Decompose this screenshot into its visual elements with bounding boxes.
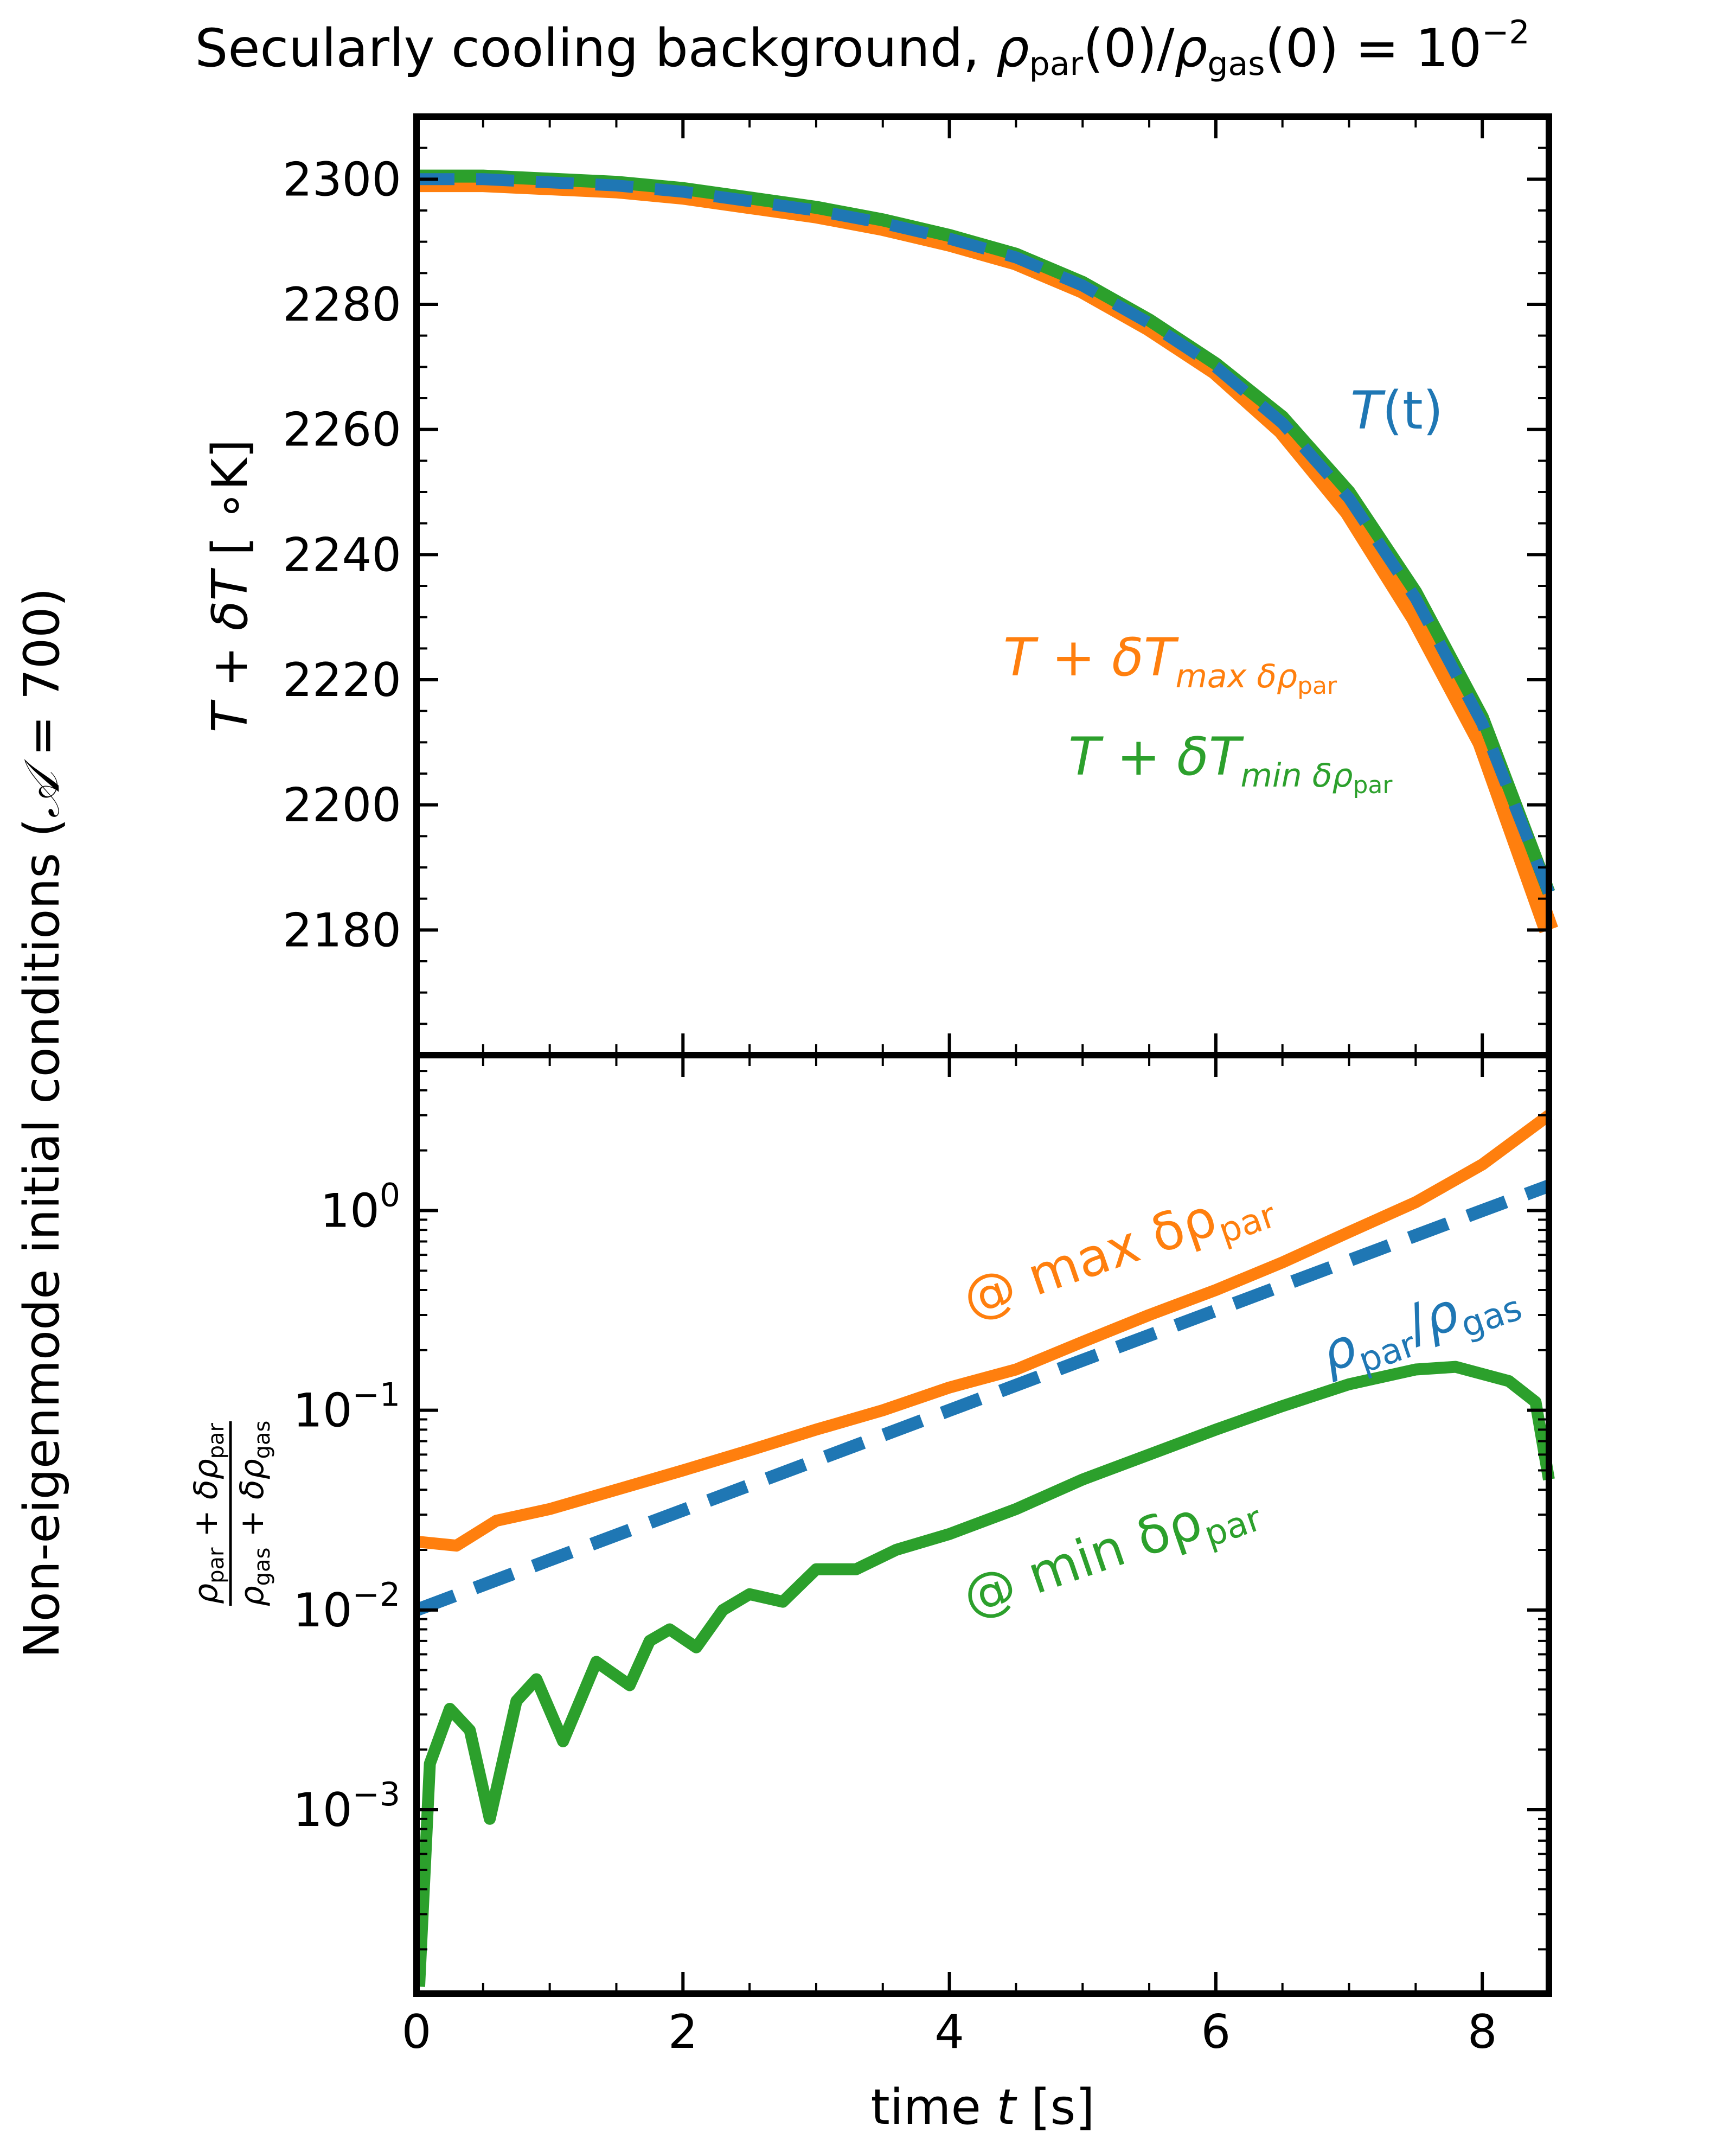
xtick-label: 6 [1201,2005,1231,2059]
top-ytick-label: 2240 [283,528,401,582]
bottom-ytick-label: 10−1 [293,1376,400,1438]
top-panel: 2180 2200 2220 2240 2260 2280 2300 T + δT [ ∘K… [202,113,1558,1058]
bottom-series-1 [413,1361,1555,1987]
annotation-T-max: T + δTmax δρpar [1003,627,1337,700]
bottom-ticks-group: 10−3 10−2 10−1 100 0 2 4 6 8 [293,117,1549,2059]
xtick-label: 4 [934,2005,964,2059]
svg-text:ρpar + δρpar: ρpar + δρpar [187,1422,229,1604]
top-ytick-label: 2280 [283,278,401,332]
annotation-min-ratio: @ min δρpar [955,1471,1267,1636]
top-ytick-label: 2300 [283,152,401,207]
top-series-2 [417,173,1555,895]
annotation-T-t: T(t) [1350,380,1443,441]
bottom-ytick-label: 10−3 [293,1776,400,1837]
xlabel: time t [s] [871,2079,1095,2136]
annotation-T-min: T + δTmin δρpar [1068,726,1393,799]
xtick-label: 0 [402,2005,432,2059]
top-ytick-label: 2220 [283,653,401,707]
top-ylabel: T + δT [ ∘K] [202,439,259,732]
top-series-0 [417,173,1558,934]
annotation-max-ratio: @ max δρpar [955,1168,1282,1338]
bottom-series-0 [415,1110,1553,1552]
top-ytick-label: 2180 [283,903,401,957]
top-series-group [417,169,1558,934]
xtick-label: 2 [668,2005,698,2059]
figure-title: Secularly cooling background, ρpar(0)/ρg… [195,14,1529,83]
top-ytick-label: 2200 [283,778,401,833]
bottom-ytick-label: 100 [320,1176,400,1238]
bottom-ylabel: ρpar + δρpar ρgas + δρgas [187,1421,275,1607]
xtick-label: 8 [1468,2005,1497,2059]
top-ytick-label: 2260 [283,403,401,457]
bottom-series-group [413,1110,1555,1987]
svg-text:ρgas + δρgas: ρgas + δρgas [233,1421,275,1607]
bottom-series-2 [414,1179,1552,1617]
side-label: Non-eigenmode initial conditions (𝒜 = 70… [14,588,71,1658]
top-ticks-group: 2180 2200 2220 2240 2260 2280 2300 [283,116,1549,1055]
bottom-ytick-label: 10−2 [293,1576,400,1638]
bottom-axes-frame [413,1052,1552,1997]
